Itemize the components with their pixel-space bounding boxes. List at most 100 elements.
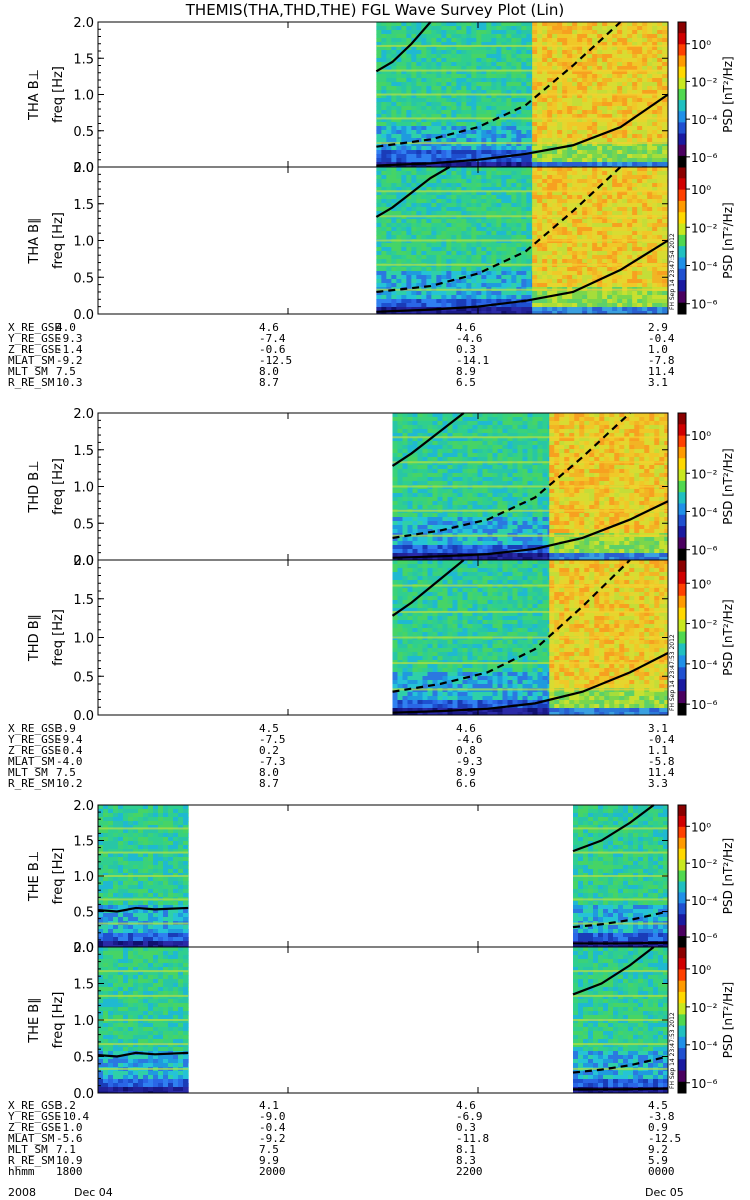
colorbar-band xyxy=(678,1081,686,1094)
colorbar-band xyxy=(678,958,686,970)
orbit-value: 10.2 xyxy=(56,777,83,790)
freq-curve-solid xyxy=(573,941,669,945)
orbit-value: 6.5 xyxy=(456,376,476,389)
colorbar-tick-label: 10⁻⁶ xyxy=(691,931,718,945)
colorbar-band xyxy=(678,212,686,225)
colorbar-frame xyxy=(677,946,687,1094)
spectrogram-panel-thd-perp: 0.0 0.5 1.0 1.5 2.0 THD B⊥ freq [Hz] 10⁰ 10⁻² 10⁻… xyxy=(27,407,735,569)
colorbar-band xyxy=(678,925,686,937)
colorbar-band xyxy=(678,44,686,56)
colorbar-band xyxy=(678,133,686,146)
colorbar-band xyxy=(678,560,686,573)
orbit-value: 1.0 xyxy=(648,343,668,356)
y-tick-label: 0.5 xyxy=(73,670,94,685)
noise-line xyxy=(392,636,550,639)
colorbar-band xyxy=(678,703,686,716)
colorbar-tick-label: 10⁻⁶ xyxy=(691,544,718,558)
panel-label: THD B⊥ xyxy=(27,460,42,513)
orbit-value: -7.5 xyxy=(259,733,286,746)
colorbar-tick-label: 10⁻⁴ xyxy=(691,658,718,672)
colorbar-band xyxy=(678,246,686,258)
colorbar-band xyxy=(678,122,686,135)
orbit-value: 9.2 xyxy=(648,1143,668,1156)
orbit-row-label: X_RE_GSE xyxy=(8,1099,61,1112)
orbit-row-label: X_RE_GSE xyxy=(8,321,61,334)
colorbar-band xyxy=(678,66,686,79)
orbit-value: 8.0 xyxy=(259,365,279,378)
colorbar-band xyxy=(678,280,686,292)
orbit-value: -1.0 xyxy=(56,1121,83,1134)
y-tick-label: 0.0 xyxy=(73,1087,94,1102)
orbit-value: 3.1 xyxy=(648,376,668,389)
spectrogram-panel-the-perp: 0.0 0.5 1.0 1.5 2.0 THE B⊥ freq [Hz] 10⁰ 10⁻² 10⁻… xyxy=(27,799,735,956)
freq-curve-dashed xyxy=(376,21,622,148)
freq-curve-dashed xyxy=(376,166,622,294)
colorbar-tick-label: 10⁰ xyxy=(691,820,711,834)
orbit-value: 7.5 xyxy=(56,766,76,779)
y-tick-label: 0.0 xyxy=(73,941,94,956)
orbit-value: 5.9 xyxy=(648,1154,668,1167)
colorbar-band xyxy=(678,167,686,179)
noise-line xyxy=(532,93,668,96)
colorbar-band xyxy=(678,469,686,482)
colorbar-band xyxy=(678,903,686,915)
colorbar-band xyxy=(678,446,686,459)
orbit-value: -4.0 xyxy=(56,755,83,768)
colorbar-band xyxy=(678,435,686,448)
y-tick-label: 1.0 xyxy=(73,235,94,250)
freq-curve-solid xyxy=(391,412,465,467)
orbit-value: -9.0 xyxy=(259,1110,286,1123)
noise-line xyxy=(376,215,533,218)
orbit-value: 4.6 xyxy=(456,1099,476,1112)
orbit-row-label: Z_RE_GSE xyxy=(8,1121,61,1134)
colorbar-tick-label: 10⁻² xyxy=(691,467,718,481)
noise-line xyxy=(98,1043,189,1046)
orbit-value: 0.3 xyxy=(456,343,476,356)
noise-line xyxy=(573,898,668,901)
orbit-value: -10.4 xyxy=(56,1110,90,1123)
orbit-value: 11.4 xyxy=(648,766,675,779)
colorbar-band xyxy=(678,947,686,959)
colorbar-label: PSD [nT²/Hz] xyxy=(721,202,735,278)
orbit-row-label: Z_RE_GSE xyxy=(8,343,61,356)
orbit-value: -9.3 xyxy=(456,755,483,768)
colorbar-tick-label: 10⁻⁶ xyxy=(691,698,718,712)
orbit-value: 8.1 xyxy=(456,1143,476,1156)
colorbar-tick-label: 10⁰ xyxy=(691,429,711,443)
colorbar-band xyxy=(678,424,686,437)
noise-line xyxy=(392,662,550,665)
colorbar-band xyxy=(678,1059,686,1072)
orbit-value: 4.0 xyxy=(56,321,76,334)
freq-curve-dashed xyxy=(392,559,631,693)
noise-line xyxy=(532,117,668,120)
colorbar-band xyxy=(678,480,686,493)
orbit-value: 10.9 xyxy=(56,1154,83,1167)
noise-line xyxy=(573,875,668,877)
colorbar-band xyxy=(678,881,686,893)
colorbar: 10⁰ 10⁻² 10⁻⁴ 10⁻⁶ PSD [nT²/Hz] xyxy=(677,804,735,948)
colorbar-band xyxy=(678,805,686,817)
colorbar-band xyxy=(678,503,686,516)
orbit-value: -7.3 xyxy=(259,755,286,768)
orbit-value: -12.5 xyxy=(648,1132,682,1145)
colorbar-tick-label: 10⁻⁴ xyxy=(691,1039,718,1053)
colorbar-tick-label: 10⁻² xyxy=(691,221,718,235)
noise-line xyxy=(532,263,668,266)
colorbar: 10⁰ 10⁻² 10⁻⁴ 10⁻⁶ PSD [nT²/Hz] FH Sep 14 23:… xyxy=(669,946,735,1094)
orbit-row-label: hhmm xyxy=(8,1165,35,1178)
orbit-value: 3.2 xyxy=(56,1099,76,1112)
colorbar-band xyxy=(678,1048,686,1060)
date-end: Dec 05 xyxy=(645,1186,684,1199)
orbit-value: -0.4 xyxy=(648,733,675,746)
noise-line xyxy=(98,994,189,997)
colorbar-band xyxy=(678,22,686,34)
colorbar-band xyxy=(678,268,686,281)
orbit-value: -0.4 xyxy=(648,332,675,345)
noise-line xyxy=(392,688,550,691)
freq-curve-solid xyxy=(97,906,189,913)
freq-curve-solid xyxy=(375,21,432,73)
orbit-row-label: R_RE_SM xyxy=(8,1154,55,1167)
colorbar-band xyxy=(678,595,686,609)
orbit-value: 6.6 xyxy=(456,777,476,790)
